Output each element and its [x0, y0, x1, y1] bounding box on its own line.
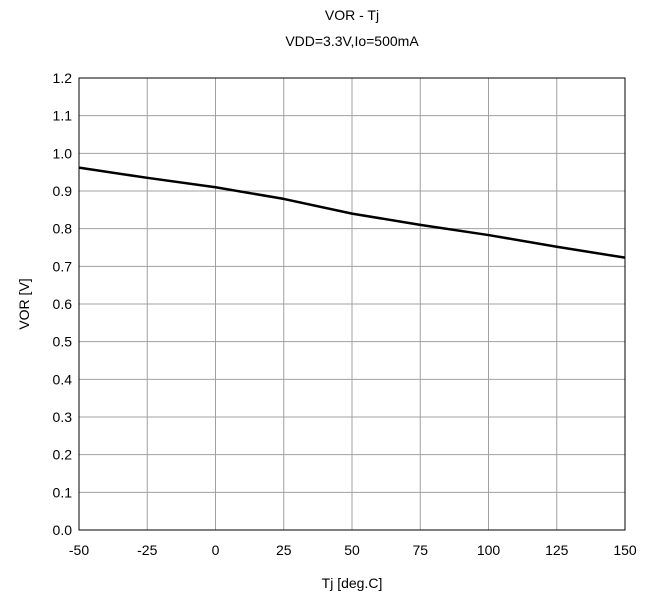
y-tick-label: 0.9 [53, 183, 73, 199]
y-axis-label: VOR [V] [16, 278, 32, 329]
x-tick-label: 125 [545, 542, 569, 558]
y-tick-label: 0.4 [53, 371, 73, 387]
x-tick-labels: -50 -25 0 25 50 75 100 125 150 [69, 542, 637, 558]
y-tick-label: 0.3 [53, 409, 73, 425]
y-tick-labels: 0.0 0.1 0.2 0.3 0.4 0.5 0.6 0.7 0.8 0.9 1.0 1.1 1.2 [53, 70, 73, 538]
x-tick-label: 0 [212, 542, 220, 558]
y-tick-label: 1.1 [53, 108, 73, 124]
x-axis-label: Tj [deg.C] [322, 575, 383, 591]
x-tick-label: 100 [477, 542, 501, 558]
x-tick-label: -50 [69, 542, 89, 558]
y-tick-label: 0.8 [53, 221, 73, 237]
y-tick-label: 0.2 [53, 447, 73, 463]
x-tick-label: 50 [344, 542, 360, 558]
y-tick-label: 0.6 [53, 296, 73, 312]
x-tick-label: 25 [276, 542, 292, 558]
x-tick-label: -25 [137, 542, 157, 558]
y-tick-label: 0.0 [53, 522, 73, 538]
x-tick-label: 75 [412, 542, 428, 558]
x-tick-label: 150 [613, 542, 637, 558]
y-tick-label: 0.5 [53, 334, 73, 350]
chart-title: VOR - Tj [325, 7, 379, 23]
y-tick-label: 1.2 [53, 70, 73, 86]
grid-layer [79, 78, 625, 530]
series-line [78, 166, 626, 259]
plot-frame [78, 77, 626, 531]
y-tick-label: 0.7 [53, 258, 73, 274]
series-layer [78, 166, 626, 259]
y-tick-label: 1.0 [53, 145, 73, 161]
y-tick-label: 0.1 [53, 484, 73, 500]
chart-subtitle: VDD=3.3V,Io=500mA [285, 33, 419, 49]
